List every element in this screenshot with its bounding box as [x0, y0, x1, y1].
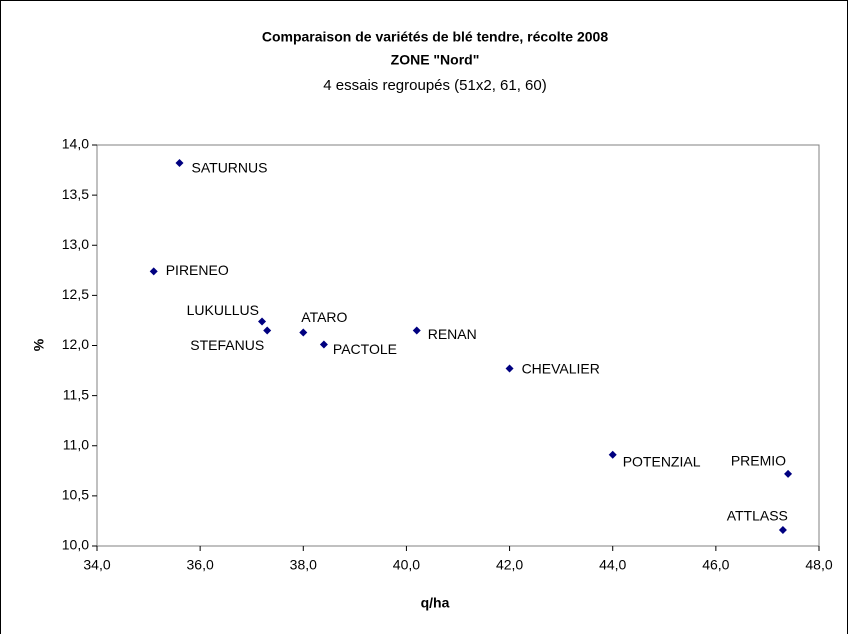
- data-point: [149, 267, 158, 276]
- x-tick-label: 36,0: [187, 557, 214, 573]
- y-tick-label: 14,0: [62, 136, 89, 152]
- data-point: [319, 340, 328, 349]
- point-label: LUKULLUS: [187, 302, 259, 318]
- y-tick-label: 12,0: [62, 336, 89, 352]
- data-point: [258, 317, 267, 326]
- y-tick-label: 12,5: [62, 286, 89, 302]
- x-tick-label: 42,0: [496, 557, 523, 573]
- point-label: ATARO: [301, 309, 347, 325]
- x-tick-label: 40,0: [393, 557, 420, 573]
- data-point: [412, 326, 421, 335]
- point-label: CHEVALIER: [522, 360, 600, 376]
- data-point: [784, 469, 793, 478]
- y-axis-title: %: [31, 338, 47, 351]
- data-point: [299, 328, 308, 337]
- x-tick-label: 38,0: [290, 557, 317, 573]
- point-label: SATURNUS: [192, 160, 268, 176]
- x-tick-label: 48,0: [805, 557, 832, 573]
- data-point: [175, 159, 184, 168]
- x-tick-label: 34,0: [83, 557, 110, 573]
- y-tick-label: 13,5: [62, 186, 89, 202]
- x-tick-label: 46,0: [702, 557, 729, 573]
- point-label: STEFANUS: [190, 337, 264, 353]
- point-label: PREMIO: [731, 453, 786, 469]
- y-tick-label: 10,0: [62, 537, 89, 553]
- y-tick-label: 11,5: [63, 386, 89, 402]
- data-point: [263, 326, 272, 335]
- y-tick-label: 10,5: [62, 487, 89, 503]
- x-axis-title: q/ha: [421, 595, 450, 611]
- point-label: POTENZIAL: [623, 453, 701, 469]
- y-tick-label: 13,0: [62, 236, 89, 252]
- point-label: ATTLASS: [727, 508, 788, 524]
- data-point: [608, 450, 617, 459]
- x-tick-label: 44,0: [599, 557, 626, 573]
- data-point: [505, 364, 514, 373]
- point-label: RENAN: [428, 326, 477, 342]
- point-label: PACTOLE: [333, 341, 397, 357]
- y-tick-label: 11,0: [63, 436, 89, 452]
- chart-title: Comparaison de variétés de blé tendre, r…: [262, 29, 608, 45]
- chart-title-line2: ZONE "Nord": [391, 52, 480, 68]
- data-point: [778, 525, 787, 534]
- chart-subtitle: 4 essais regroupés (51x2, 61, 60): [323, 77, 546, 94]
- point-label: PIRENEO: [166, 262, 229, 278]
